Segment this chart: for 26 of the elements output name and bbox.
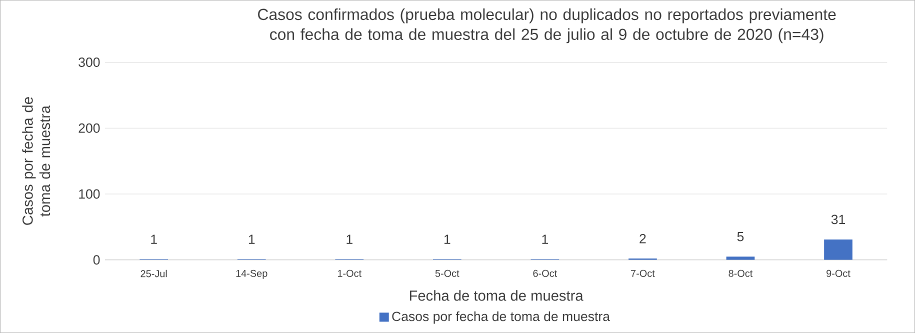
x-tick-label: 25-Jul <box>140 270 167 278</box>
y-axis-title: Casos por fecha de toma de muestra <box>22 97 50 225</box>
x-tick-label: 9-Oct <box>826 270 850 277</box>
legend-label: Casos por fecha de toma de muestra <box>392 311 610 324</box>
data-label: 1 <box>248 234 255 244</box>
x-tick-label: 1-Oct <box>338 270 362 277</box>
y-tick-label: 100 <box>79 189 100 199</box>
bar <box>824 239 852 260</box>
chart-title: Casos confirmados (prueba molecular) no duplicados no reportados previamente con fecha de toma de muestra del 25 de julio al 9 de octubre de 2020 (n=43) <box>258 8 836 44</box>
x-tick-label: 7-Oct <box>631 270 655 277</box>
data-label: 2 <box>640 234 646 244</box>
data-label: 1 <box>542 234 548 244</box>
data-label: 1 <box>151 234 157 244</box>
x-tick-label: 5-Oct <box>435 270 460 277</box>
data-label: 1 <box>444 234 450 244</box>
bar <box>726 256 755 260</box>
y-tick-label: 0 <box>93 255 100 265</box>
data-label: 5 <box>737 232 744 242</box>
x-tick-label: 14-Sep <box>236 270 268 279</box>
y-tick-label: 200 <box>78 123 100 133</box>
y-tick-label: 300 <box>78 58 100 67</box>
data-label: 31 <box>831 214 846 224</box>
x-tick-label: 8-Oct <box>728 270 753 277</box>
x-axis-title: Fecha de toma de muestra <box>410 290 584 301</box>
data-label: 1 <box>346 234 352 244</box>
x-tick-label: 6-Oct <box>533 270 558 277</box>
